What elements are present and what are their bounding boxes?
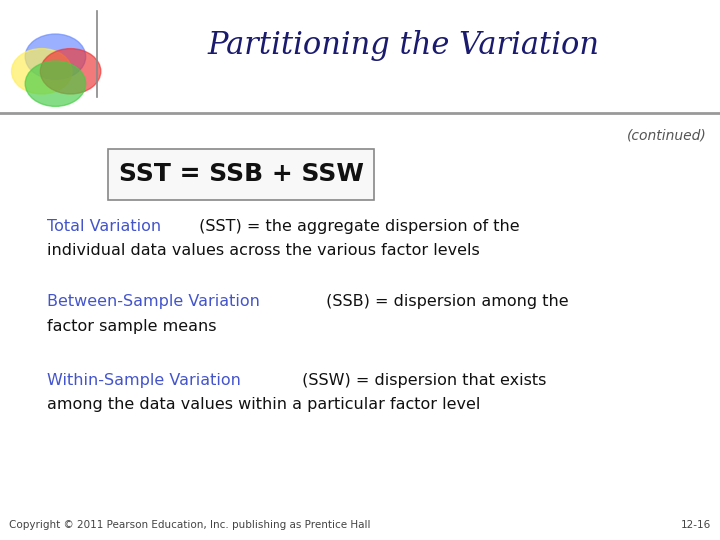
Circle shape	[25, 34, 86, 79]
Circle shape	[12, 49, 72, 94]
Text: Within-Sample Variation: Within-Sample Variation	[47, 373, 240, 388]
Text: Copyright © 2011 Pearson Education, Inc. publishing as Prentice Hall: Copyright © 2011 Pearson Education, Inc.…	[9, 520, 370, 530]
Text: factor sample means: factor sample means	[47, 319, 216, 334]
FancyBboxPatch shape	[108, 148, 374, 200]
Text: Total Variation: Total Variation	[47, 219, 161, 234]
Text: (SSB) = dispersion among the: (SSB) = dispersion among the	[321, 294, 569, 309]
Text: (SSW) = dispersion that exists: (SSW) = dispersion that exists	[297, 373, 546, 388]
Text: (continued): (continued)	[627, 129, 707, 143]
Circle shape	[40, 49, 101, 94]
Text: Partitioning the Variation: Partitioning the Variation	[207, 30, 599, 62]
Text: 12-16: 12-16	[681, 520, 711, 530]
Text: among the data values within a particular factor level: among the data values within a particula…	[47, 397, 480, 412]
Circle shape	[25, 61, 86, 106]
Text: SST = SSB + SSW: SST = SSB + SSW	[119, 163, 364, 186]
Text: (SST) = the aggregate dispersion of the: (SST) = the aggregate dispersion of the	[194, 219, 520, 234]
Text: individual data values across the various factor levels: individual data values across the variou…	[47, 243, 480, 258]
Text: Between-Sample Variation: Between-Sample Variation	[47, 294, 260, 309]
